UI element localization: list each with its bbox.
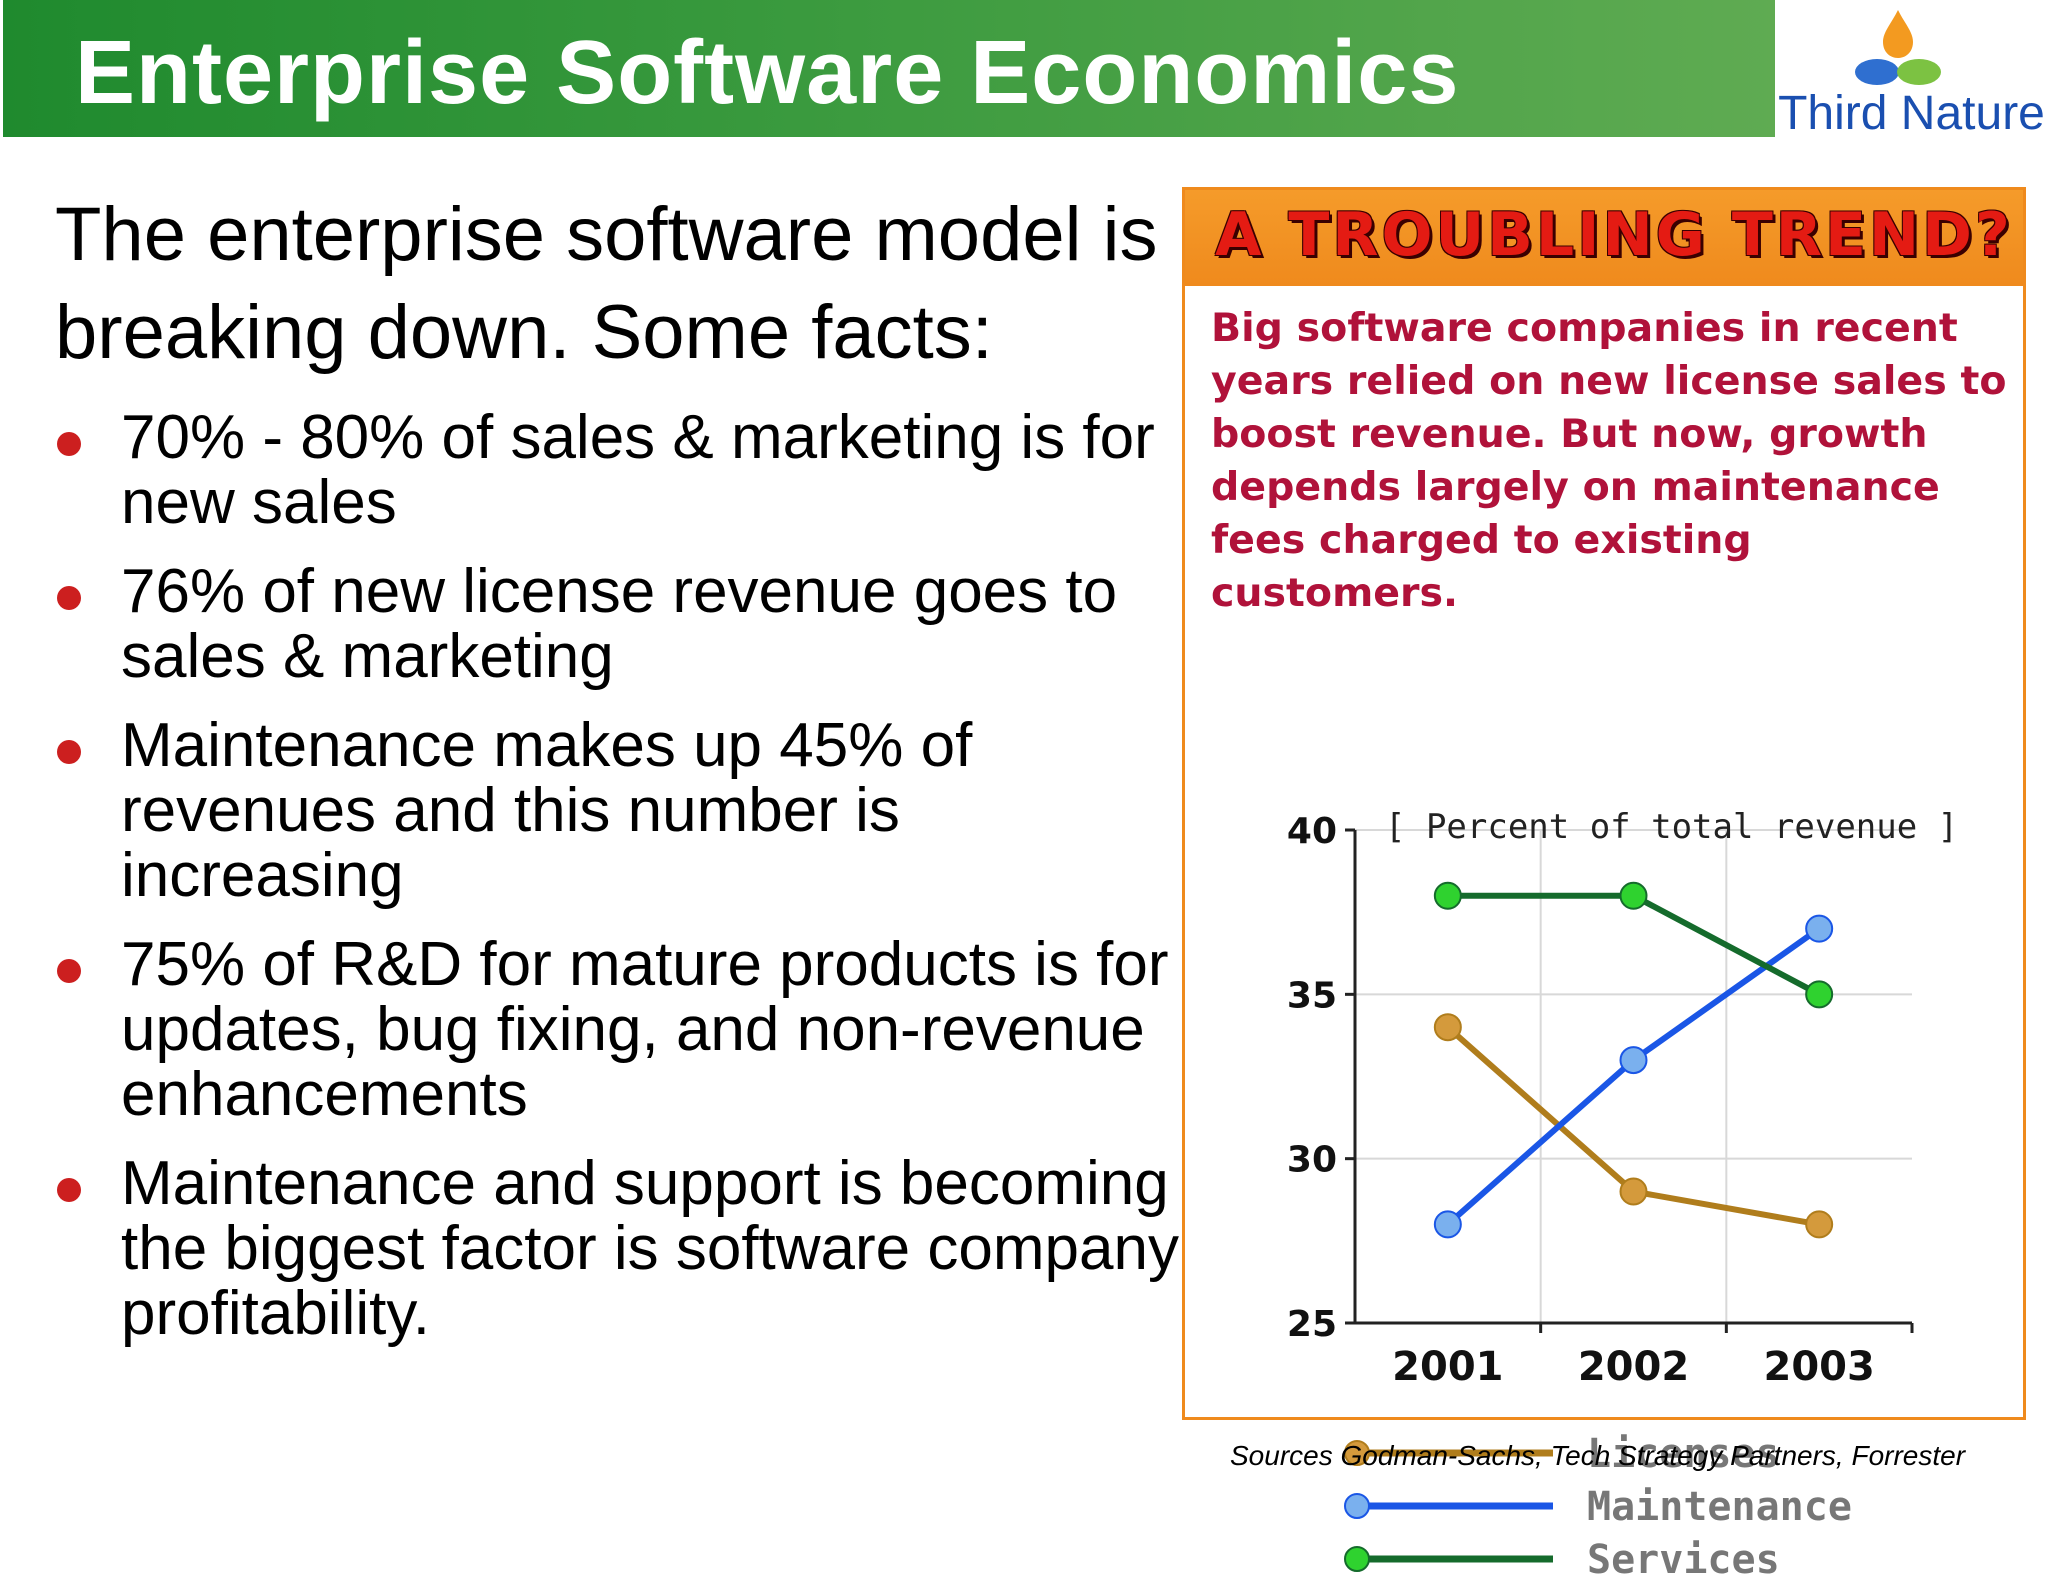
bullet-icon	[57, 740, 81, 764]
intro-text: The enterprise software model is breakin…	[55, 192, 1158, 375]
legend-marker	[1344, 1493, 1370, 1519]
data-point-services	[1619, 881, 1648, 910]
bullet-text: Maintenance makes up 45% of revenues and…	[121, 711, 973, 910]
legend-marker	[1344, 1440, 1370, 1466]
legend-label: Licenses	[1587, 1431, 1780, 1477]
trend-panel: A TROUBLING TREND? Big software companie…	[1182, 187, 2026, 1580]
legend-label: Maintenance	[1587, 1484, 1852, 1530]
bullet-item: 76% of new license revenue goes to sales…	[55, 559, 1180, 689]
logo: Third Nature	[1775, 0, 2048, 140]
data-point-maintenance	[1805, 914, 1834, 943]
logo-text: Third Nature	[1778, 87, 2045, 140]
series-line-services	[1447, 892, 1821, 997]
data-point-maintenance	[1619, 1046, 1648, 1075]
data-point-services	[1433, 881, 1462, 910]
y-tick-label: 30	[1287, 1140, 1337, 1181]
bullet-icon	[57, 432, 81, 456]
bullet-item: 70% - 80% of sales & marketing is for ne…	[55, 405, 1180, 535]
data-point-licenses	[1619, 1177, 1648, 1206]
revenue-line-chart: 25 30 35 40 2001 2002 2003 [ Percent of total r…	[1287, 807, 1958, 1580]
slide-title: Enterprise Software Economics	[75, 23, 1460, 123]
bullet-text: Maintenance and support is becoming the …	[121, 1149, 1179, 1348]
y-tick-label: 40	[1287, 811, 1337, 852]
bullet-text: 75% of R&D for mature products is for up…	[121, 930, 1169, 1129]
legend-marker	[1344, 1546, 1370, 1572]
data-point-licenses	[1433, 1013, 1462, 1042]
title-bar: Enterprise Software Economics	[3, 0, 1775, 137]
bullet-list: 70% - 80% of sales & marketing is for ne…	[55, 405, 1180, 1370]
bullet-icon	[57, 1178, 81, 1202]
bullet-item: 75% of R&D for mature products is for up…	[55, 932, 1180, 1127]
data-point-services	[1805, 980, 1834, 1009]
data-point-licenses	[1805, 1210, 1834, 1239]
legend-label: Services	[1587, 1537, 1780, 1580]
chart-title: [ Percent of total revenue ]	[1385, 807, 1958, 847]
logo-icon	[1855, 10, 1941, 85]
bullet-item: Maintenance and support is becoming the …	[55, 1151, 1180, 1346]
panel-header: A TROUBLING TREND?	[1185, 190, 2023, 286]
x-tick-label: 2002	[1578, 1344, 1689, 1390]
x-tick-label: 2003	[1764, 1344, 1875, 1390]
bullet-icon	[57, 959, 81, 983]
bullet-text: 76% of new license revenue goes to sales…	[121, 557, 1118, 691]
y-tick-label: 35	[1287, 975, 1337, 1016]
data-point-maintenance	[1433, 1210, 1462, 1239]
bullet-item: Maintenance makes up 45% of revenues and…	[55, 713, 1180, 908]
sources-note: Sources Godman-Sachs, Tech Strategy Part…	[1230, 1440, 1966, 1471]
panel-heading: A TROUBLING TREND?	[1215, 200, 2013, 270]
bullet-text: 70% - 80% of sales & marketing is for ne…	[121, 403, 1155, 537]
bullet-icon	[57, 586, 81, 610]
y-tick-label: 25	[1287, 1304, 1337, 1345]
x-tick-label: 2001	[1392, 1344, 1503, 1390]
panel-description: Big software companies in recent years r…	[1211, 305, 2007, 616]
